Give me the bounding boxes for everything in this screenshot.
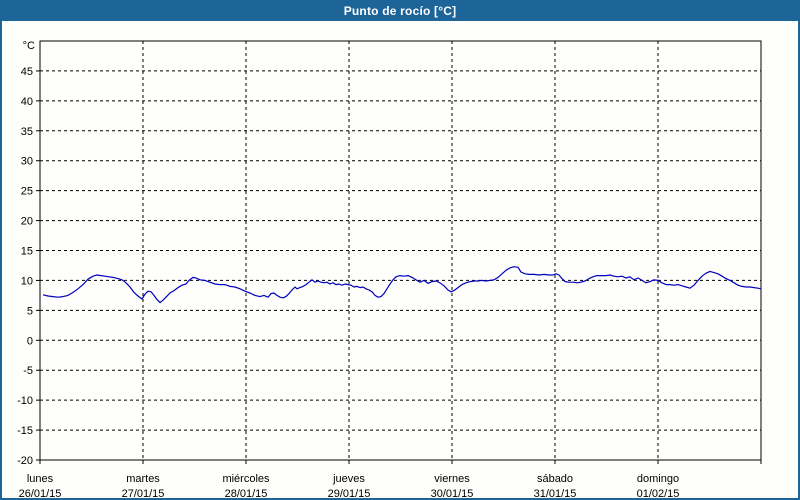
y-axis-tick-label: 30 — [21, 156, 33, 168]
y-axis-tick-label: 0 — [27, 335, 33, 347]
y-axis-tick-label: -15 — [17, 425, 33, 437]
y-axis-tick-label: 35 — [21, 126, 33, 138]
y-axis-tick-label: 45 — [21, 66, 33, 78]
x-axis-day-label: domingo — [637, 473, 679, 485]
plot-border — [39, 40, 762, 461]
x-axis-day-label: jueves — [332, 473, 365, 485]
y-axis-tick-label: 20 — [21, 216, 33, 228]
x-axis-date-label: 31/01/15 — [534, 488, 577, 498]
y-axis-tick-label: 40 — [21, 96, 33, 108]
y-axis-tick-label: 25 — [21, 186, 33, 198]
y-axis-tick-label: 5 — [27, 305, 33, 317]
chart-title-bar: Punto de rocío [°C] — [2, 2, 798, 21]
chart-title: Punto de rocío [°C] — [343, 4, 457, 18]
x-axis-date-label: 01/02/15 — [637, 488, 680, 498]
x-axis-date-label: 28/01/15 — [225, 488, 268, 498]
y-axis-tick-label: -10 — [17, 395, 33, 407]
x-axis-date-label: 30/01/15 — [431, 488, 474, 498]
x-axis-day-label: sábado — [537, 473, 573, 485]
x-axis-date-label: 29/01/15 — [328, 488, 371, 498]
y-axis-unit-label: °C — [23, 40, 35, 52]
x-axis-date-label: 26/01/15 — [19, 488, 62, 498]
y-axis-tick-label: 15 — [21, 246, 33, 258]
dewpoint-series-line — [42, 266, 762, 304]
y-axis-tick-label: -5 — [23, 365, 33, 377]
x-axis-day-label: viernes — [434, 473, 470, 485]
y-axis-tick-label: 10 — [21, 275, 33, 287]
x-axis-day-label: martes — [126, 473, 160, 485]
x-axis-day-label: lunes — [27, 473, 54, 485]
y-axis-tick-label: -20 — [17, 455, 33, 467]
x-axis-day-label: miércoles — [222, 473, 270, 485]
chart-content-area: 45 40 35 30 25 20 15 10 5 0 -5 -10 -15 -20 °C lunes 26/0… — [2, 21, 798, 498]
dewpoint-line-chart: 45 40 35 30 25 20 15 10 5 0 -5 -10 -15 -20 °C lunes 26/0… — [17, 40, 762, 498]
x-axis-date-label: 27/01/15 — [122, 488, 165, 498]
